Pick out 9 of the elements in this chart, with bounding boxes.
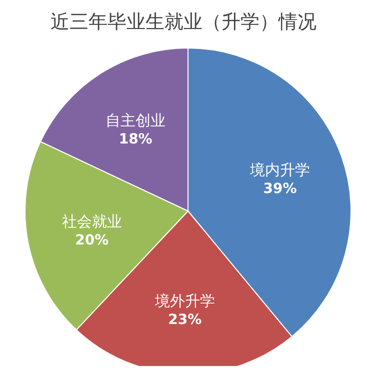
slice-label: 境内升学 [249, 160, 310, 179]
data-label: 20% [75, 232, 109, 249]
data-label: 39% [263, 181, 297, 198]
data-label: 23% [168, 312, 202, 328]
chart-title: 近三年毕业生就业（升学）情况 [50, 10, 318, 35]
slice-label: 自主创业 [106, 111, 166, 130]
data-label: 18% [118, 132, 152, 148]
slice-label: 社会就业 [62, 212, 122, 230]
slice-label: 境外升学 [154, 292, 215, 310]
